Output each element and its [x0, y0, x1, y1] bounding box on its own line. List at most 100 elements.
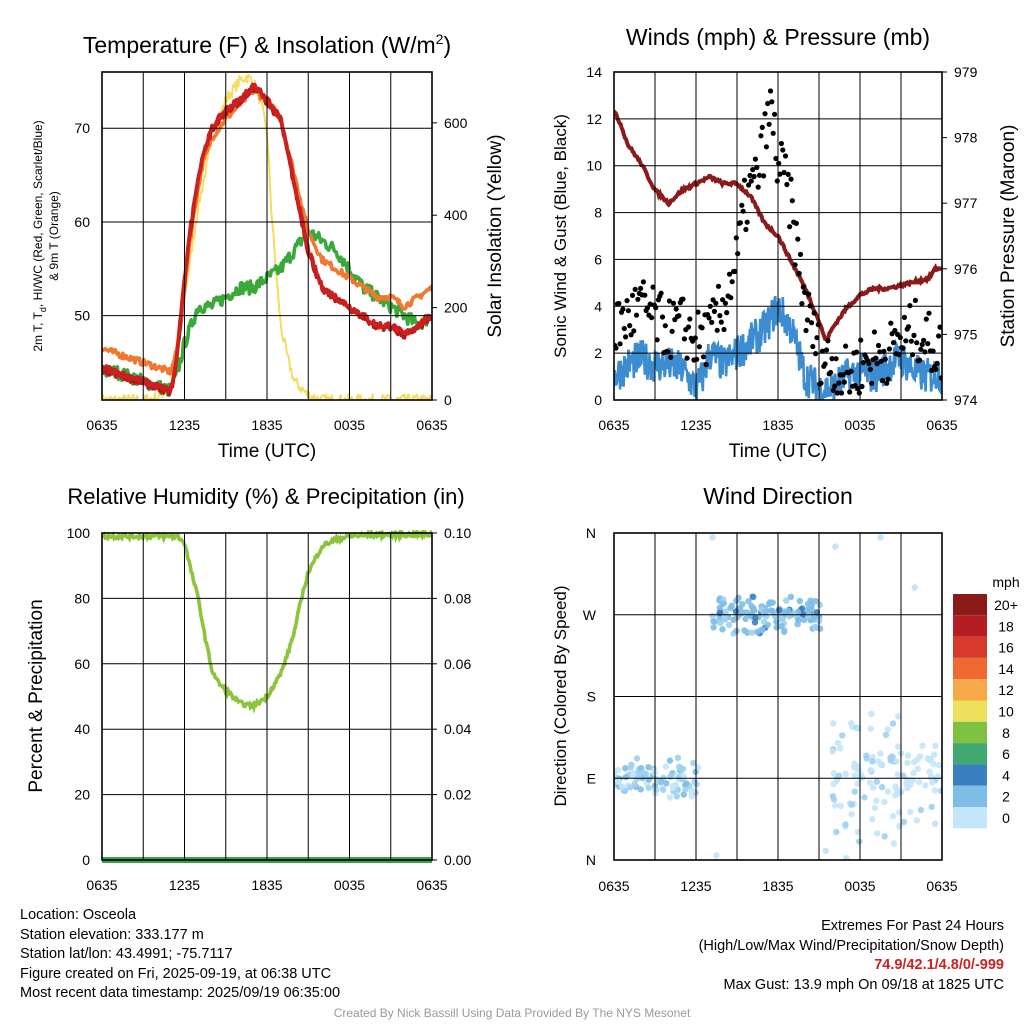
direction-point	[877, 534, 884, 541]
winds-y2tick-label: 976	[954, 261, 978, 277]
winds-gust-point	[890, 340, 897, 346]
winds-gust-point	[616, 300, 622, 307]
winds-gust-point	[709, 319, 715, 325]
speed-legend-swatch	[953, 721, 987, 744]
winds-gust-point	[623, 334, 629, 340]
winds-gust-point	[628, 332, 634, 338]
winds-gust-point	[814, 335, 820, 341]
winds-gust-point	[642, 292, 648, 298]
direction-point	[889, 753, 896, 760]
winds-gust-point	[900, 345, 906, 351]
humidity-xtick-label: 1235	[169, 877, 200, 893]
winds-gust-point	[694, 356, 700, 362]
direction-point	[662, 763, 670, 770]
winds-gust-point	[741, 177, 748, 183]
direction-point	[910, 769, 917, 777]
direction-point	[667, 773, 674, 780]
direction-point	[851, 772, 859, 779]
temperature-axes: 0635 1235 1835 0035 0635 50 60 70 0 200 400 600	[74, 72, 468, 433]
direction-point	[666, 757, 674, 764]
winds-title: Winds (mph) & Pressure (mb)	[626, 24, 930, 50]
winds-gust-point	[776, 160, 782, 166]
winds-gust-point	[781, 169, 787, 176]
direction-point	[754, 628, 761, 635]
direction-point	[874, 830, 881, 837]
direction-point	[733, 597, 740, 604]
direction-point	[631, 780, 638, 788]
winds-gust-point	[638, 285, 644, 291]
direction-point	[752, 614, 759, 622]
direction-point	[769, 607, 776, 615]
winds-gust-point	[808, 320, 815, 326]
winds-gust-point	[692, 335, 698, 341]
winds-gust-point	[800, 284, 806, 290]
direction-point	[673, 793, 680, 800]
speed-legend-label: 0	[1002, 810, 1010, 826]
direction-point	[674, 786, 681, 794]
direction-point	[896, 809, 903, 816]
winds-gust-point	[744, 219, 750, 225]
direction-point	[727, 604, 734, 612]
winds-gust-point	[793, 220, 800, 226]
speed-legend-swatch	[953, 615, 987, 637]
winds-gust-point	[711, 308, 718, 314]
winds-gust-point	[832, 383, 838, 389]
winds-gust-point	[914, 340, 920, 346]
direction-ytick-label: S	[587, 689, 596, 705]
direction-point	[626, 784, 634, 791]
direction-point	[690, 759, 697, 767]
winds-gust-point	[830, 387, 836, 393]
direction-point	[778, 623, 785, 630]
speed-legend-label: 18	[998, 618, 1014, 634]
direction-point	[873, 778, 880, 785]
direction-point	[688, 788, 695, 795]
direction-point	[749, 593, 756, 600]
winds-gust-point	[777, 171, 783, 177]
winds-gust-point	[773, 155, 779, 162]
direction-point	[919, 742, 926, 749]
direction-point	[914, 765, 921, 772]
winds-gust-point	[886, 346, 893, 352]
humidity-ytick-label: 60	[74, 656, 90, 672]
winds-gust-point	[847, 389, 853, 395]
direction-point	[913, 817, 921, 824]
winds-gust-point	[828, 369, 834, 376]
winds-y2tick-label: 979	[954, 64, 978, 80]
temperature-xlabel: Time (UTC)	[218, 441, 317, 462]
direction-point	[842, 821, 849, 828]
winds-gust-point	[624, 298, 630, 304]
speed-legend-label: 20+	[994, 597, 1018, 613]
direction-point	[725, 621, 733, 629]
direction-point	[877, 750, 884, 757]
winds-gust-point	[921, 337, 927, 343]
direction-point	[926, 768, 933, 775]
direction-point	[830, 780, 837, 788]
direction-point	[869, 816, 876, 823]
winds-gust-point	[647, 301, 653, 307]
winds-gust-point	[699, 325, 705, 331]
winds-gust-point	[778, 140, 785, 147]
winds-gust-point	[795, 236, 801, 242]
direction-point	[839, 732, 846, 739]
winds-gust-point	[720, 297, 726, 303]
temperature-y2tick-label: 200	[444, 300, 468, 316]
direction-point	[869, 784, 877, 791]
humidity-ylabel: Percent & Precipitation	[26, 599, 47, 792]
winds-xtick-label: 0635	[926, 417, 957, 433]
winds-gust-point	[759, 124, 765, 130]
winds-gust-point	[919, 341, 925, 348]
winds-gust-point	[875, 342, 882, 349]
winds-gust-point	[673, 306, 679, 312]
winds-gust-point	[926, 310, 932, 316]
winds-gust-point	[662, 323, 668, 329]
direction-ytick-label: N	[586, 852, 596, 868]
direction-point	[804, 601, 812, 608]
winds-gust-point	[911, 332, 917, 338]
winds-gust-point	[848, 368, 854, 374]
winds-gust-point	[762, 111, 768, 117]
winds-gust-point	[685, 324, 692, 330]
direction-point	[866, 779, 874, 786]
direction-point	[884, 726, 891, 733]
extremes-info: Extremes For Past 24 Hours (High/Low/Max…	[699, 917, 1004, 995]
